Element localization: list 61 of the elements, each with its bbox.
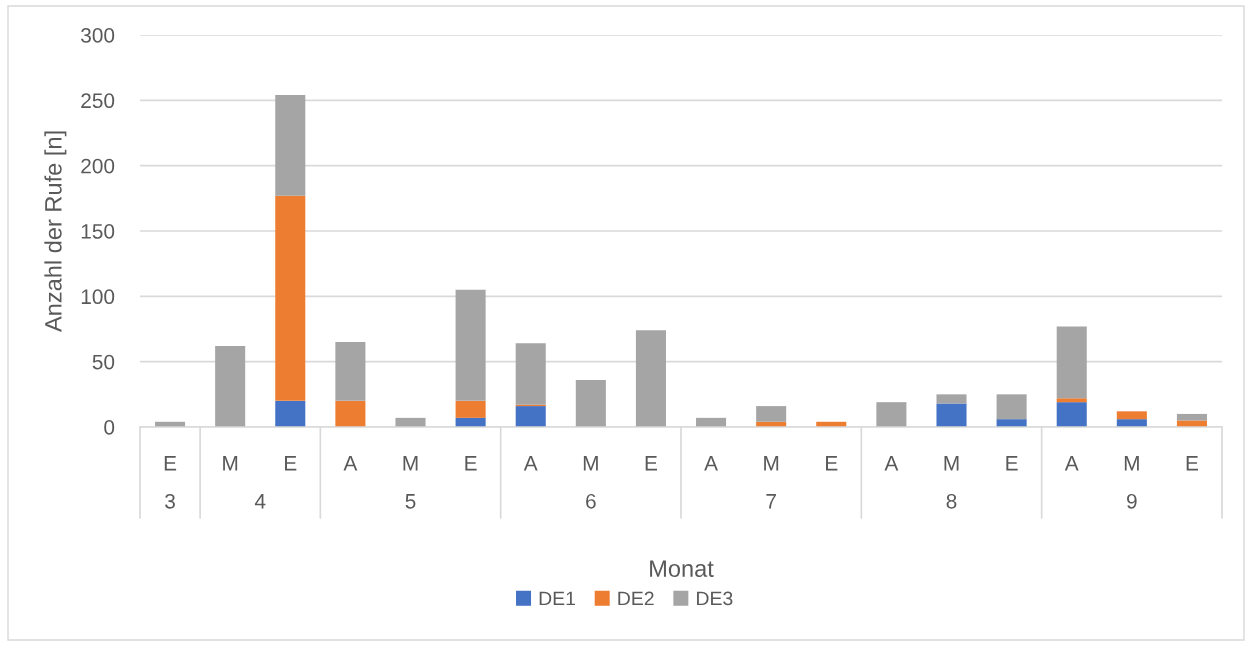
- bar: [215, 345, 246, 427]
- y-tick-label: 150: [81, 224, 115, 239]
- text: 5: [405, 494, 416, 509]
- x-tick-label: E: [826, 456, 838, 471]
- bar: [335, 400, 366, 427]
- x-tick-label: A: [704, 456, 718, 471]
- x-tick-label: A: [523, 456, 538, 471]
- x-tick-label: M: [403, 456, 418, 471]
- x-tick-label: M: [764, 456, 779, 471]
- x-tick-label: A: [884, 456, 899, 471]
- text: 3: [165, 493, 175, 509]
- bar: [1056, 326, 1087, 399]
- bar: [515, 343, 546, 405]
- bar: [1176, 420, 1207, 427]
- bar: [335, 342, 366, 401]
- legend-label: DE2: [618, 591, 654, 606]
- bar: [275, 400, 306, 427]
- text: 4: [254, 494, 266, 509]
- bar: [635, 330, 666, 427]
- text: 7: [766, 494, 776, 509]
- legend-label: DE1: [539, 591, 575, 606]
- bar: [876, 402, 907, 427]
- bar: [575, 379, 606, 427]
- x-axis-title: Monat: [650, 560, 714, 577]
- bar: [1176, 413, 1207, 421]
- text: 6: [586, 493, 596, 509]
- bar: [936, 394, 967, 404]
- bar: [395, 417, 426, 427]
- x-tick-label: E: [645, 456, 657, 471]
- y-axis-title: Anzahl der Rufe [n]: [44, 131, 67, 333]
- bar: [1116, 411, 1147, 420]
- bar: [756, 406, 787, 422]
- x-tick-label: E: [285, 456, 297, 471]
- bar: [1056, 398, 1087, 403]
- bar: [455, 400, 486, 418]
- text: 8: [946, 493, 957, 509]
- bar: [996, 394, 1027, 420]
- y-tick-label: 200: [81, 158, 115, 174]
- x-tick-label: A: [343, 456, 358, 471]
- bar: [275, 95, 306, 196]
- bar: [515, 406, 546, 427]
- y-tick-label: 300: [81, 28, 115, 43]
- x-tick-label: E: [1006, 456, 1018, 471]
- legend-label: DE3: [697, 591, 733, 606]
- x-tick-label: M: [583, 456, 598, 471]
- x-tick-label: E: [164, 456, 177, 471]
- x-tick-label: M: [1124, 456, 1139, 471]
- bar: [936, 403, 967, 427]
- x-tick-label: M: [223, 456, 238, 471]
- x-tick-label: M: [944, 456, 959, 471]
- x-tick-label: A: [1064, 456, 1079, 471]
- y-tick-label: 50: [92, 354, 115, 370]
- bar: [275, 195, 306, 401]
- y-tick-label: 250: [81, 93, 115, 109]
- bar: [1056, 402, 1087, 427]
- text: 9: [1127, 493, 1137, 509]
- x-tick-label: E: [1186, 456, 1198, 471]
- bar: [455, 289, 486, 401]
- y-tick-label: 0: [104, 420, 115, 435]
- y-tick-label: 100: [81, 289, 115, 305]
- x-tick-label: E: [465, 456, 477, 471]
